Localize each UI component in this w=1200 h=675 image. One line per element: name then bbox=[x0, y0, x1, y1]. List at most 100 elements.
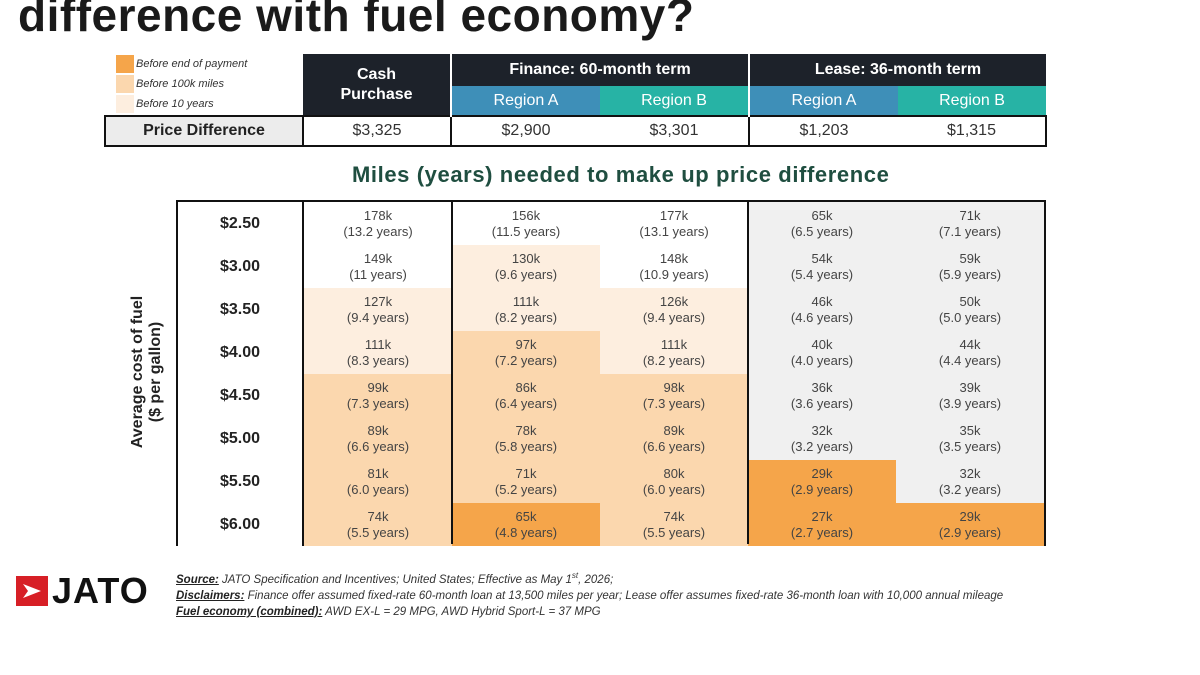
years-value: (6.0 years) bbox=[642, 481, 706, 497]
column-divider bbox=[747, 202, 749, 544]
years-value: (8.2 years) bbox=[642, 352, 706, 368]
miles-value: 59k bbox=[959, 250, 981, 266]
source-note: Source: JATO Specification and Incentive… bbox=[176, 571, 614, 586]
table-cell: 80k (6.0 years) bbox=[600, 460, 748, 503]
table-cell: 65k (6.5 years) bbox=[748, 202, 896, 245]
years-value: (3.6 years) bbox=[790, 395, 854, 411]
years-value: (6.6 years) bbox=[346, 438, 410, 454]
years-value: (4.8 years) bbox=[494, 524, 558, 540]
legend-item: Before 10 years bbox=[116, 94, 247, 114]
years-value: (8.2 years) bbox=[494, 309, 558, 325]
years-value: (9.4 years) bbox=[642, 309, 706, 325]
years-value: (4.4 years) bbox=[938, 352, 1002, 368]
years-value: (7.1 years) bbox=[938, 223, 1002, 239]
miles-value: 54k bbox=[811, 250, 833, 266]
legend-swatch bbox=[116, 55, 134, 73]
years-value: (5.9 years) bbox=[938, 266, 1002, 282]
fuel-price-label: $3.50 bbox=[178, 288, 304, 331]
years-value: (10.9 years) bbox=[639, 266, 709, 282]
years-value: (6.0 years) bbox=[346, 481, 410, 497]
finance-region-b-header: Region B bbox=[600, 86, 749, 116]
table-cell: 81k (6.0 years) bbox=[304, 460, 452, 503]
miles-value: 71k bbox=[959, 207, 981, 223]
years-value: (6.5 years) bbox=[790, 223, 854, 239]
table-cell: 130k (9.6 years) bbox=[452, 245, 600, 288]
fuel-price-label: $6.00 bbox=[178, 503, 304, 546]
chart-title: Miles (years) needed to make up price di… bbox=[352, 162, 890, 187]
miles-value: 98k bbox=[663, 379, 685, 395]
miles-value: 36k bbox=[811, 379, 833, 395]
years-value: (13.2 years) bbox=[343, 223, 413, 239]
table-cell: 156k (11.5 years) bbox=[452, 202, 600, 245]
table-cell: 99k (7.3 years) bbox=[304, 374, 452, 417]
fuel-price-label: $5.50 bbox=[178, 460, 304, 503]
table-cell: 71k (7.1 years) bbox=[896, 202, 1044, 245]
table-cell: 98k (7.3 years) bbox=[600, 374, 748, 417]
table-cell: 50k (5.0 years) bbox=[896, 288, 1044, 331]
years-value: (3.9 years) bbox=[938, 395, 1002, 411]
years-value: (8.3 years) bbox=[346, 352, 410, 368]
miles-value: 126k bbox=[659, 293, 689, 309]
price-header-table: Cash Purchase Finance: 60-month term Lea… bbox=[104, 54, 1047, 147]
table-row: $5.00 89k (6.6 years) 78k (5.8 years) 89k (6.6… bbox=[178, 417, 1044, 460]
y-axis-label: Average cost of fuel ($ per gallon) bbox=[118, 247, 176, 497]
jato-logo-mark-icon bbox=[16, 576, 48, 606]
years-value: (6.4 years) bbox=[494, 395, 558, 411]
miles-value: 74k bbox=[663, 508, 685, 524]
table-cell: 86k (6.4 years) bbox=[452, 374, 600, 417]
miles-value: 29k bbox=[811, 465, 833, 481]
miles-value: 111k bbox=[512, 293, 540, 309]
table-cell: 71k (5.2 years) bbox=[452, 460, 600, 503]
table-cell: 32k (3.2 years) bbox=[896, 460, 1044, 503]
years-value: (7.2 years) bbox=[494, 352, 558, 368]
table-cell: 126k (9.4 years) bbox=[600, 288, 748, 331]
table-cell: 40k (4.0 years) bbox=[748, 331, 896, 374]
miles-value: 89k bbox=[663, 422, 685, 438]
miles-value: 44k bbox=[959, 336, 981, 352]
cash-purchase-header: Cash Purchase bbox=[303, 54, 451, 116]
years-value: (4.0 years) bbox=[790, 352, 854, 368]
table-row: $4.50 99k (7.3 years) 86k (6.4 years) 98k (7.3… bbox=[178, 374, 1044, 417]
miles-value: 29k bbox=[959, 508, 981, 524]
table-cell: 44k (4.4 years) bbox=[896, 331, 1044, 374]
miles-value: 74k bbox=[367, 508, 389, 524]
miles-value: 32k bbox=[959, 465, 981, 481]
years-value: (7.3 years) bbox=[346, 395, 410, 411]
table-cell: 32k (3.2 years) bbox=[748, 417, 896, 460]
table-cell: 89k (6.6 years) bbox=[304, 417, 452, 460]
miles-value: 78k bbox=[515, 422, 537, 438]
table-cell: 36k (3.6 years) bbox=[748, 374, 896, 417]
table-cell: 65k (4.8 years) bbox=[452, 503, 600, 546]
table-cell: 148k (10.9 years) bbox=[600, 245, 748, 288]
legend-label: Before 10 years bbox=[136, 98, 214, 110]
miles-value: 80k bbox=[663, 465, 685, 481]
miles-value: 89k bbox=[367, 422, 389, 438]
miles-value: 71k bbox=[515, 465, 537, 481]
years-value: (5.2 years) bbox=[494, 481, 558, 497]
table-cell: 178k (13.2 years) bbox=[304, 202, 452, 245]
table-cell: 111k (8.2 years) bbox=[452, 288, 600, 331]
miles-value: 46k bbox=[811, 293, 833, 309]
finance-header: Finance: 60-month term bbox=[450, 54, 749, 86]
legend-swatch bbox=[116, 95, 134, 113]
table-cell: 177k (13.1 years) bbox=[600, 202, 748, 245]
table-cell: 29k (2.9 years) bbox=[748, 460, 896, 503]
price-difference-value: $2,900 bbox=[450, 115, 600, 147]
table-cell: 59k (5.9 years) bbox=[896, 245, 1044, 288]
price-difference-value: $3,301 bbox=[600, 115, 749, 147]
years-value: (2.9 years) bbox=[938, 524, 1002, 540]
table-row: $4.00 111k (8.3 years) 97k (7.2 years) 111k (8… bbox=[178, 331, 1044, 374]
years-value: (13.1 years) bbox=[639, 223, 709, 239]
miles-value: 111k bbox=[660, 336, 688, 352]
miles-value: 50k bbox=[959, 293, 981, 309]
miles-value: 149k bbox=[363, 250, 393, 266]
miles-value: 130k bbox=[511, 250, 541, 266]
years-value: (9.6 years) bbox=[494, 266, 558, 282]
jato-logo-text: JATO bbox=[52, 570, 149, 611]
table-row: $3.00 149k (11 years) 130k (9.6 years) 148k (1… bbox=[178, 245, 1044, 288]
years-value: (4.6 years) bbox=[790, 309, 854, 325]
legend-label: Before 100k miles bbox=[136, 78, 225, 90]
years-value: (3.2 years) bbox=[790, 438, 854, 454]
table-cell: 97k (7.2 years) bbox=[452, 331, 600, 374]
years-value: (7.3 years) bbox=[642, 395, 706, 411]
